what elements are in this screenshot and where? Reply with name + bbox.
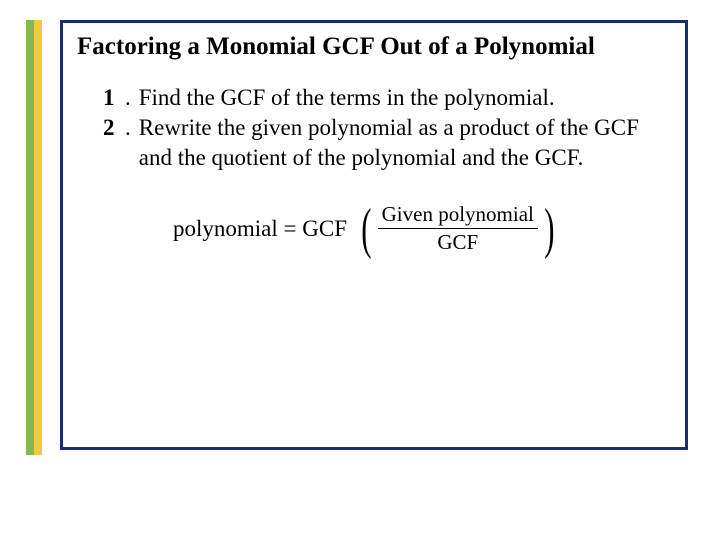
left-paren-icon: ( [361,201,371,257]
left-stripe-green [26,20,34,455]
left-stripe-yellow [34,20,42,455]
formula-paren-group: ( Given polynomial GCF ) [357,201,559,257]
page-title: Factoring a Monomial GCF Out of a Polyno… [77,33,677,61]
list-item: 1. Find the GCF of the terms in the poly… [103,83,677,113]
step-text: Find the GCF of the terms in the polynom… [139,83,677,113]
step-number: 1 [103,83,125,113]
formula: polynomial = GCF ( Given polynomial GCF … [173,201,677,257]
list-item: 2. Rewrite the given polynomial as a pro… [103,113,677,173]
formula-fraction: Given polynomial GCF [378,202,538,255]
step-dot: . [125,113,131,143]
formula-lhs: polynomial = GCF [173,216,347,242]
right-paren-icon: ) [544,201,554,257]
step-number: 2 [103,113,125,143]
step-text: Rewrite the given polynomial as a produc… [139,113,677,173]
step-dot: . [125,83,131,113]
fraction-numerator: Given polynomial [378,202,538,228]
steps-list: 1. Find the GCF of the terms in the poly… [77,83,677,173]
content-box: Factoring a Monomial GCF Out of a Polyno… [60,20,688,450]
fraction-denominator: GCF [433,229,482,255]
